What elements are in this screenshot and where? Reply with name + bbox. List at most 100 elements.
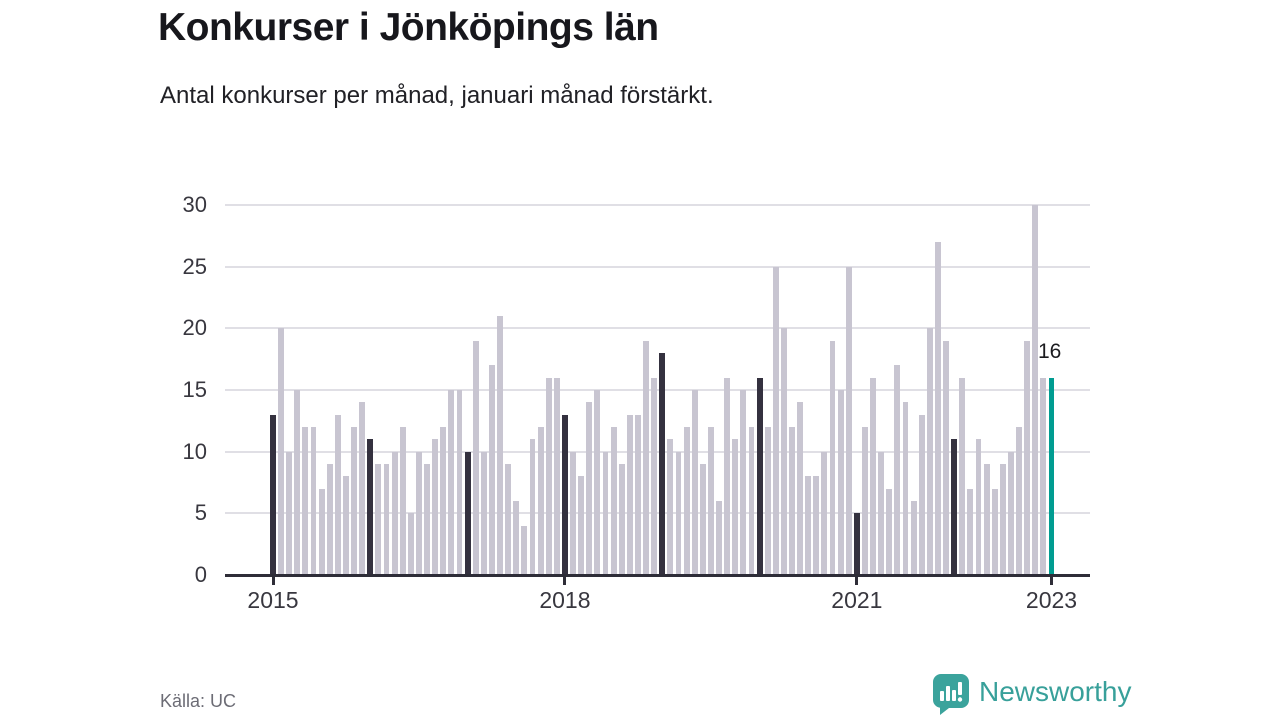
bar-2016-06 [407,513,414,575]
bar-2021-07 [902,402,909,575]
bar-2021-09 [918,414,925,575]
bar-2017-10 [537,427,544,575]
bar-2018-07 [610,427,617,575]
bar-2019-04 [683,427,690,575]
x-axis-tick-2015 [271,577,275,585]
bar-2016-09 [432,439,439,575]
bar-2020-12 [845,266,852,575]
bar-2019-06 [699,464,706,575]
newsworthy-logo: Newsworthy [933,674,1131,720]
bar-2015-01 [270,414,276,575]
bar-2016-11 [448,390,455,575]
bar-2018-11 [643,340,649,575]
x-axis-tick-2023 [1050,577,1053,585]
bar-2019-08 [716,501,722,575]
bar-2016-12 [456,390,463,575]
chart-subtitle: Antal konkurser per månad, januari månad… [160,82,714,109]
bar-2016-02 [375,464,382,575]
x-axis-tick-2018 [563,577,567,585]
gridline-y-30 [225,204,1090,206]
bar-2017-07 [513,501,520,575]
bar-2019-03 [675,451,682,575]
bar-2019-11 [740,390,747,575]
bar-2015-06 [310,427,317,575]
bar-2022-01 [951,439,958,575]
newsworthy-wordmark: Newsworthy [979,676,1132,707]
bar-2021-02 [862,427,868,575]
y-axis-label-25: 25 [182,253,207,279]
bar-2022-12 [1040,377,1047,575]
bar-2019-01 [659,353,666,575]
bar-2023-01 [1048,377,1055,575]
bar-2020-03 [772,266,779,575]
bar-2021-01 [853,513,860,575]
x-axis-label-2018: 2018 [539,587,591,613]
bar-2022-05 [983,464,990,575]
bar-2017-03 [480,451,487,575]
y-axis-label-15: 15 [182,377,207,402]
bar-2022-04 [975,439,982,575]
y-axis-label-10: 10 [182,438,207,464]
bar-2017-04 [489,365,495,575]
x-axis-label-2023: 2023 [1025,587,1078,613]
bar-2022-03 [967,488,974,575]
bar-2022-07 [999,464,1006,575]
y-axis-label-20: 20 [182,315,207,341]
bar-2017-06 [505,464,512,575]
x-axis-line [225,574,1090,577]
bar-2017-02 [472,340,479,575]
bar-2018-05 [594,390,601,575]
x-axis-label-2015: 2015 [247,587,299,613]
gridline-y-15 [225,389,1090,391]
bar-2020-05 [789,427,795,575]
bar-2020-08 [813,476,820,575]
bar-2021-05 [886,488,893,575]
bar-2015-08 [326,464,333,575]
y-axis-label-30: 30 [182,192,207,217]
bar-2021-03 [870,377,877,575]
bar-2018-10 [634,414,641,575]
bar-2020-07 [805,476,812,575]
bar-2021-10 [926,328,933,575]
bar-2019-07 [707,427,714,575]
chart-title: Konkurser i Jönköpings län [158,6,659,49]
bar-2015-09 [334,414,341,575]
bar-2022-02 [959,377,966,575]
bar-2016-03 [383,464,390,575]
bar-2015-04 [294,390,301,575]
x-axis-label-2021: 2021 [831,587,883,613]
bar-2021-11 [935,242,941,575]
bar-2015-11 [351,427,358,575]
newsworthy-chart-bubble-icon [933,674,969,720]
bar-2018-02 [570,451,576,575]
bar-2018-08 [618,464,625,575]
bar-2016-01 [367,439,374,575]
bar-2022-11 [1032,205,1039,575]
bar-2018-03 [578,476,585,575]
bar-2020-02 [764,427,771,575]
bar-2019-05 [691,390,698,575]
bar-2016-08 [424,464,431,575]
source-note: Källa: UC [160,691,237,711]
bar-2015-03 [286,451,293,575]
bar-2018-06 [602,451,609,575]
bar-2021-04 [878,451,885,575]
gridline-y-5 [225,512,1090,515]
bar-2020-09 [821,451,828,575]
bar-2016-07 [416,451,422,575]
bar-2020-10 [829,340,836,575]
bar-2022-10 [1024,340,1031,575]
bar-2015-07 [318,488,325,575]
bar-2015-05 [302,427,309,575]
bar-2017-08 [521,525,528,575]
bar-2017-01 [464,451,471,575]
bar-2018-12 [651,377,658,575]
y-axis-label-0: 0 [194,562,207,587]
bar-2020-01 [756,377,763,575]
bar-2018-01 [561,414,568,575]
last-bar-value-label: 16 [1038,340,1062,363]
bar-2018-04 [586,402,593,575]
bar-2019-09 [724,377,731,575]
y-axis-label-5: 5 [194,500,207,526]
